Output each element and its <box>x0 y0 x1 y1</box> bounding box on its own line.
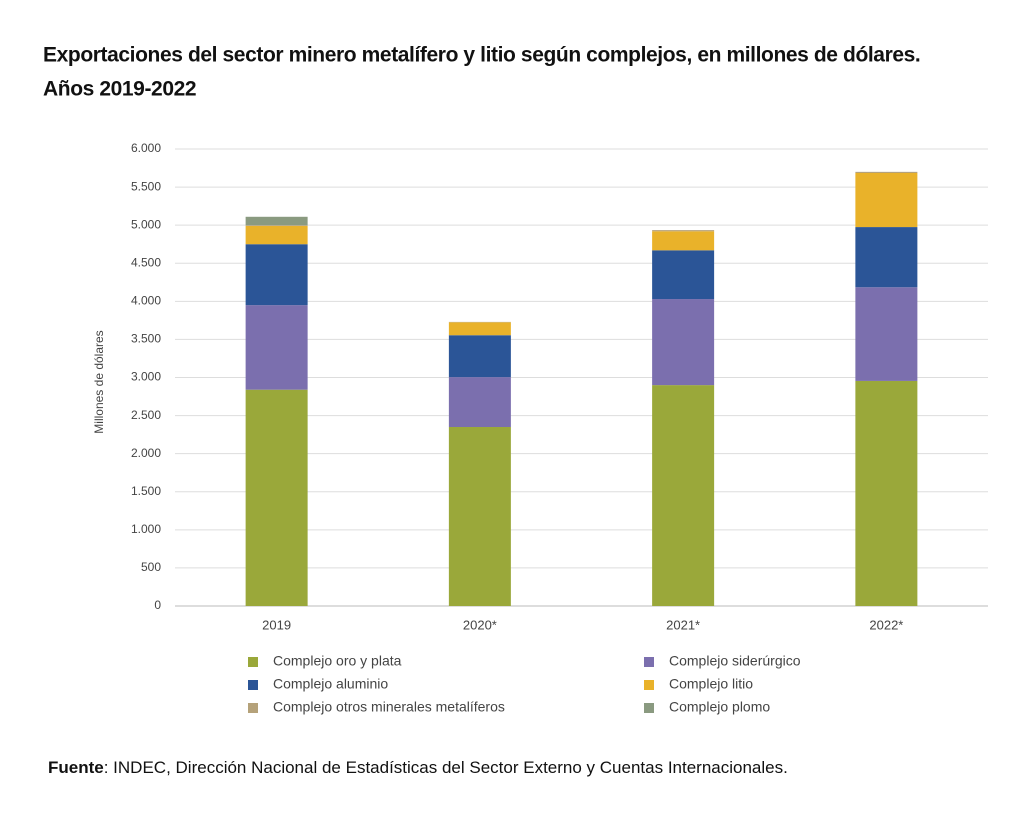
y-tick-label: 0 <box>154 598 161 612</box>
legend-label: Complejo otros minerales metalíferos <box>273 699 505 715</box>
bar-segment <box>855 287 918 381</box>
legend-marker <box>248 657 258 667</box>
y-tick-label: 3.500 <box>131 332 161 346</box>
legend-label: Complejo oro y plata <box>273 653 402 669</box>
y-axis-label: Millones de dólares <box>92 330 106 433</box>
y-tick-label: 2.000 <box>131 446 161 460</box>
y-tick-label: 1.500 <box>131 484 161 498</box>
legend-marker <box>644 703 654 713</box>
bar-segment <box>652 230 715 232</box>
bar-segment <box>855 172 918 228</box>
legend-label: Complejo plomo <box>669 699 770 715</box>
y-tick-label: 1.000 <box>131 522 161 536</box>
x-tick-label: 2020* <box>463 617 497 632</box>
bar-segment <box>245 389 308 606</box>
y-tick-label: 5.000 <box>131 217 161 231</box>
chart-title: Años 2019-2022 <box>43 78 196 101</box>
bar-segment <box>448 427 511 606</box>
bar-segment <box>652 250 715 300</box>
y-tick-label: 500 <box>141 560 161 574</box>
x-tick-label: 2021* <box>666 617 700 632</box>
legend-marker <box>644 657 654 667</box>
bar-segment <box>448 322 511 336</box>
bar-segment <box>245 305 308 390</box>
source-label: Fuente <box>48 758 104 777</box>
legend-marker <box>248 703 258 713</box>
x-tick-label: 2019 <box>262 617 291 632</box>
bar-segment <box>245 216 308 226</box>
y-tick-label: 3.000 <box>131 370 161 384</box>
bar-segment <box>448 335 511 378</box>
source-text: : INDEC, Dirección Nacional de Estadísti… <box>104 758 788 777</box>
legend-label: Complejo siderúrgico <box>669 653 801 669</box>
bar-segment <box>245 225 308 226</box>
bar-segment <box>855 227 918 288</box>
y-tick-label: 5.500 <box>131 179 161 193</box>
chart-title: Exportaciones del sector minero metalífe… <box>43 44 920 67</box>
bar-segment <box>652 299 715 386</box>
legend-marker <box>248 680 258 690</box>
source: Fuente: INDEC, Dirección Nacional de Est… <box>48 758 788 777</box>
y-tick-label: 4.500 <box>131 255 161 269</box>
legend-marker <box>644 680 654 690</box>
y-tick-label: 6.000 <box>131 141 161 155</box>
x-tick-label: 2022* <box>869 617 903 632</box>
legend-label: Complejo litio <box>669 676 753 692</box>
bar-segment <box>652 385 715 606</box>
y-tick-label: 4.000 <box>131 294 161 308</box>
bar-segment <box>448 377 511 428</box>
bar-segment <box>855 171 918 173</box>
bar-segment <box>245 225 308 245</box>
bar-segment <box>245 244 308 306</box>
bar-segment <box>652 231 715 251</box>
y-tick-label: 2.500 <box>131 408 161 422</box>
legend-label: Complejo aluminio <box>273 676 388 692</box>
bar-segment <box>855 380 918 606</box>
